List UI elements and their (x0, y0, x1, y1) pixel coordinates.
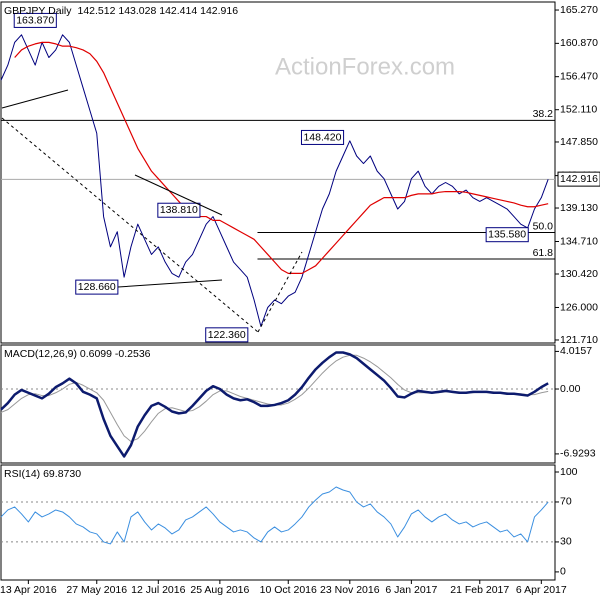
annotation-label: 163.870 (16, 14, 54, 26)
trendline (1, 89, 69, 109)
x-tick-label: 13 Apr 2016 (0, 584, 57, 596)
y-tick-label: 4.0157 (560, 345, 592, 357)
label-box (13, 12, 57, 28)
y-tick-label: 160.870 (560, 37, 598, 49)
panel-title: MACD(12,26,9) 0.6099 -0.2536 (4, 348, 151, 360)
x-tick-label: 6 Apr 2017 (516, 584, 567, 596)
x-tick-label: 27 May 2016 (66, 584, 127, 596)
label-box (300, 129, 345, 145)
panel-frame (0, 464, 556, 581)
level-label: 38.2 (533, 108, 554, 120)
panel-subtitle: 142.512 143.028 142.414 142.916 (78, 5, 239, 17)
y-tick-label: 152.110 (560, 103, 597, 115)
panel-frame (0, 1, 556, 344)
y-tick-label: 130.420 (560, 268, 598, 280)
panel-frame (0, 344, 556, 464)
series-line (14, 41, 549, 274)
panel-title: GBPJPY Daily (4, 5, 72, 17)
annotation-label: 148.420 (303, 131, 341, 143)
x-tick-label: 6 Jan 2017 (385, 584, 437, 596)
y-tick-label: 156.470 (560, 70, 598, 82)
label-box (485, 227, 529, 243)
y-tick-label: 134.710 (560, 235, 598, 247)
x-tick-label: 23 Nov 2016 (320, 584, 380, 596)
level-label: 50.0 (533, 220, 554, 232)
series-line (0, 351, 549, 458)
y-tick-label: 0.00 (560, 383, 581, 395)
label-box (205, 327, 249, 343)
y-tick-label: 100 (560, 466, 578, 478)
annotation-label: 128.660 (78, 281, 116, 293)
series-line (0, 354, 549, 442)
y-tick-label: 0 (560, 566, 566, 578)
watermark: ActionForex.com (275, 53, 455, 80)
trendline (117, 279, 223, 288)
label-box (157, 202, 201, 218)
x-tick-label: 12 Jul 2016 (131, 584, 185, 596)
series-line (0, 486, 549, 545)
annotation-label: 122.360 (208, 329, 246, 341)
y-tick-label: 70 (560, 496, 572, 508)
trendline (1, 117, 259, 333)
level-label: 61.8 (533, 247, 554, 259)
label-box (75, 279, 119, 295)
x-tick-label: 25 Aug 2016 (190, 584, 249, 596)
annotation-label: 138.810 (160, 204, 198, 216)
trendline (134, 174, 223, 216)
x-tick-label: 10 Oct 2016 (260, 584, 317, 596)
panel-title: RSI(14) 69.8730 (4, 468, 81, 480)
x-tick-label: 21 Feb 2017 (450, 584, 509, 596)
y-tick-label: -6.9293 (560, 448, 596, 460)
y-tick-label: 121.710 (560, 334, 598, 346)
last-price-label: 142.916 (560, 173, 598, 185)
y-tick-label: 165.270 (560, 4, 598, 16)
y-tick-label: 139.130 (560, 202, 598, 214)
trendlines (1, 89, 303, 333)
y-tick-label: 30 (560, 536, 572, 548)
y-tick-label: 126.000 (560, 301, 598, 313)
y-tick-label: 147.850 (560, 136, 598, 148)
annotation-label: 135.580 (488, 229, 526, 241)
label-box (557, 171, 600, 187)
